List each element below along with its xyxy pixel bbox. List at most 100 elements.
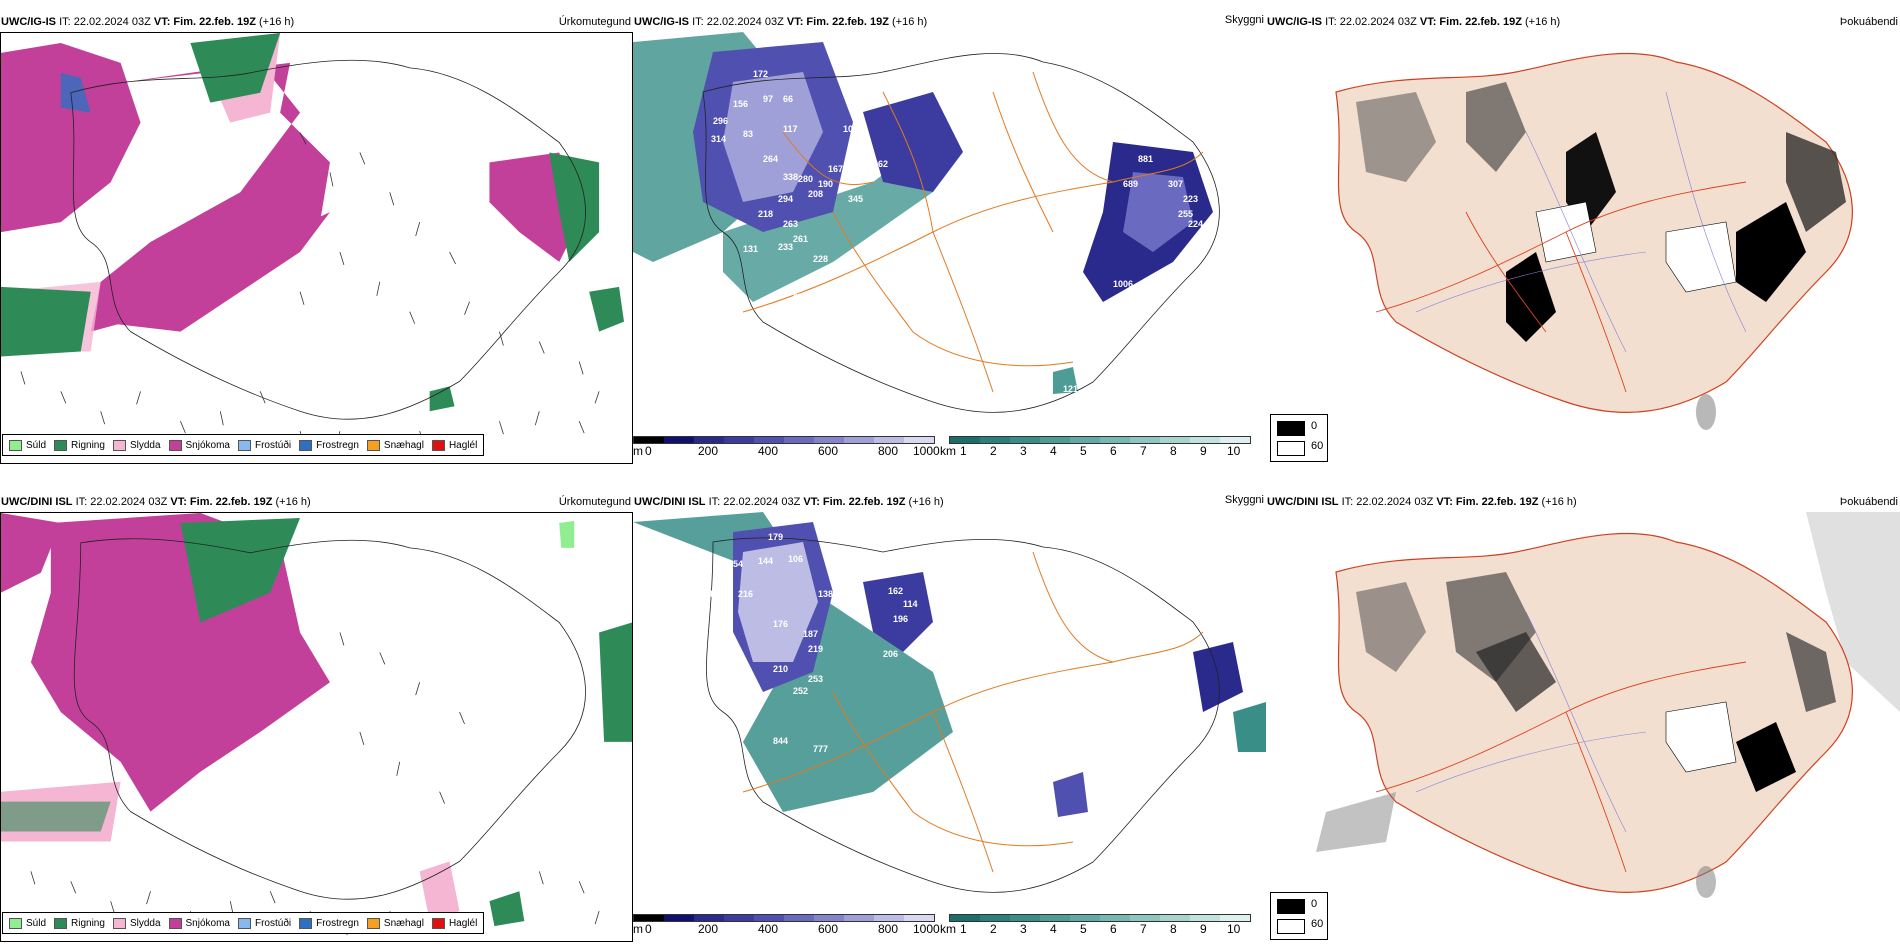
fog-panel-top: UWC/IG-IS IT: 22.02.2024 03Z VT: Fim. 22… <box>1266 14 1900 464</box>
svg-text:233: 233 <box>778 242 793 252</box>
svg-text:447: 447 <box>708 589 723 599</box>
svg-text:689: 689 <box>1123 179 1138 189</box>
visibility-map-graphic: 172 156 296 314 83 97 66 117 100 264 962 167 190… <box>633 32 1220 413</box>
svg-text:252: 252 <box>793 686 808 696</box>
svg-text:881: 881 <box>1138 154 1153 164</box>
legend-item-snaehagl: Snæhagl <box>366 439 424 451</box>
svg-text:131: 131 <box>743 244 758 254</box>
svg-text:777: 777 <box>813 744 828 754</box>
svg-text:117: 117 <box>783 124 798 134</box>
precip-type-map-bottom <box>0 512 633 942</box>
panel-title-top-left: UWC/IG-IS IT: 22.02.2024 03Z VT: Fim. 22… <box>1 16 295 28</box>
svg-text:255: 255 <box>1178 209 1193 219</box>
svg-text:210: 210 <box>773 664 788 674</box>
svg-text:1006: 1006 <box>1113 279 1133 289</box>
legend-item-snaehagl-bottom: Snæhagl <box>366 917 424 929</box>
visibility-map-top: 172 156 296 314 83 97 66 117 100 264 962 167 190… <box>633 32 1266 434</box>
fog-map-graphic <box>1335 52 1853 430</box>
visibility-scale-m-top <box>633 436 935 444</box>
svg-text:196: 196 <box>893 614 908 624</box>
legend-item-slydda-bottom: Slydda <box>112 917 161 929</box>
svg-text:208: 208 <box>808 189 823 199</box>
legend-item-snjokoma-bottom: Snjókoma <box>168 917 230 929</box>
precip-type-panel-bottom: UWC/DINI ISL IT: 22.02.2024 03Z VT: Fim.… <box>0 494 633 942</box>
visibility-map-bottom: 179 106 154 144 447 216 138 162 114 176 196 187 … <box>633 512 1266 912</box>
svg-text:216: 216 <box>738 589 753 599</box>
svg-text:311: 311 <box>1248 686 1263 696</box>
fog-title-bottom: Þokuábendi <box>1839 496 1898 508</box>
svg-text:343: 343 <box>1248 674 1263 684</box>
precip-type-map <box>0 32 633 464</box>
svg-text:154: 154 <box>728 559 743 569</box>
svg-text:294: 294 <box>778 194 793 204</box>
svg-text:206: 206 <box>883 649 898 659</box>
fog-panel-bottom: UWC/DINI ISL IT: 22.02.2024 03Z VT: Fim.… <box>1266 494 1900 942</box>
visibility-title: Skyggni <box>1224 14 1264 26</box>
fog-title: Þokuábendi <box>1839 16 1898 28</box>
precip-map-graphic-bottom <box>1 513 632 936</box>
precip-type-title-bottom: Úrkomutegund <box>558 496 631 508</box>
panel-title-bottom-right: UWC/DINI ISL IT: 22.02.2024 03Z VT: Fim.… <box>1267 496 1577 508</box>
fog-map-graphic-bottom <box>1316 512 1900 898</box>
legend-item-frostregn-bottom: Frostregn <box>299 917 359 929</box>
vis-km-ticks-bottom: km 1 2 3 4 5 6 7 8 9 10 <box>940 922 1241 936</box>
panel-title-bottom-mid: UWC/DINI ISL IT: 22.02.2024 03Z VT: Fim.… <box>634 496 944 508</box>
visibility-panel-top: UWC/IG-IS IT: 22.02.2024 03Z VT: Fim. 22… <box>633 14 1266 464</box>
panel-title-bottom-left: UWC/DINI ISL IT: 22.02.2024 03Z VT: Fim.… <box>1 496 311 508</box>
svg-text:162: 162 <box>888 586 903 596</box>
svg-text:144: 144 <box>758 556 773 566</box>
visibility-panel-bottom: UWC/DINI ISL IT: 22.02.2024 03Z VT: Fim.… <box>633 494 1266 942</box>
fog-key-bottom: 0 60 <box>1270 892 1328 940</box>
fog-key-swatch-0 <box>1277 421 1305 436</box>
svg-text:345: 345 <box>848 194 863 204</box>
visibility-scale-m-bottom <box>633 914 935 922</box>
legend-item-rigning-bottom: Rigning <box>54 917 105 929</box>
legend-item-frostudi-bottom: Frostúði <box>237 917 291 929</box>
vis-m-cells <box>633 436 935 444</box>
precip-legend-top: Súld Rigning Slydda Snjókoma Frostúði Fr… <box>2 434 485 456</box>
visibility-scale-km-top <box>949 436 1251 444</box>
svg-text:106: 106 <box>788 554 803 564</box>
vis-km-cells <box>949 436 1251 444</box>
legend-item-suld: Súld <box>9 439 46 451</box>
svg-text:179: 179 <box>768 532 783 542</box>
svg-text:187: 187 <box>803 629 818 639</box>
svg-text:962: 962 <box>873 159 888 169</box>
svg-text:138: 138 <box>818 589 833 599</box>
svg-text:668: 668 <box>923 654 938 664</box>
precip-legend-bottom: Súld Rigning Slydda Snjókoma Frostúði Fr… <box>2 912 485 934</box>
svg-text:224: 224 <box>1188 219 1203 229</box>
svg-text:307: 307 <box>1168 179 1183 189</box>
svg-text:263: 263 <box>783 219 798 229</box>
svg-text:190: 190 <box>963 644 978 654</box>
visibility-scale-km-bottom <box>949 914 1251 922</box>
vis-km-cells-bottom <box>949 914 1251 922</box>
fog-key-swatch-60 <box>1277 441 1305 456</box>
svg-text:172: 172 <box>753 69 768 79</box>
panel-title-top-right: UWC/IG-IS IT: 22.02.2024 03Z VT: Fim. 22… <box>1267 16 1561 28</box>
legend-item-frostudi: Frostúði <box>237 439 291 451</box>
svg-text:83: 83 <box>743 129 753 139</box>
svg-text:218: 218 <box>758 209 773 219</box>
svg-text:100: 100 <box>843 124 858 134</box>
svg-text:114: 114 <box>903 599 918 609</box>
svg-text:228: 228 <box>813 254 828 264</box>
vis-m-ticks-top: m 0 200 400 600 800 1000 <box>633 444 940 458</box>
legend-item-suld-bottom: Súld <box>9 917 46 929</box>
precip-map-graphic <box>1 33 625 454</box>
fog-map-top <box>1266 32 1900 464</box>
svg-text:66: 66 <box>783 94 793 104</box>
svg-text:261: 261 <box>793 234 808 244</box>
svg-text:156: 156 <box>733 99 748 109</box>
legend-item-frostregn: Frostregn <box>299 439 359 451</box>
fog-key-top: 0 60 <box>1270 414 1328 462</box>
svg-text:97: 97 <box>763 94 773 104</box>
precip-type-title: Úrkomutegund <box>558 16 631 28</box>
svg-text:219: 219 <box>808 644 823 654</box>
svg-text:190: 190 <box>818 179 833 189</box>
fog-key-swatch-60-bottom <box>1277 919 1305 934</box>
svg-text:338: 338 <box>783 172 798 182</box>
svg-text:223: 223 <box>1183 194 1198 204</box>
svg-text:253: 253 <box>808 674 823 684</box>
